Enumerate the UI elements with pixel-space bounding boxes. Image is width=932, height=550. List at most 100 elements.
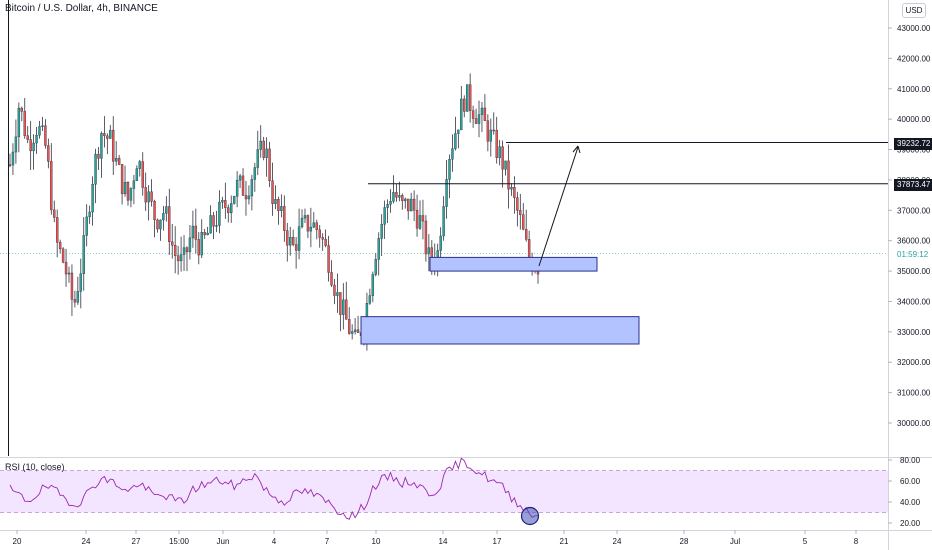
time-tick-label: Jun bbox=[217, 537, 230, 546]
candle-body bbox=[41, 125, 44, 127]
candle-body bbox=[424, 220, 428, 255]
candle-body bbox=[306, 215, 310, 232]
candle-body bbox=[463, 98, 466, 112]
candle-body bbox=[26, 135, 29, 140]
candle-body bbox=[294, 244, 298, 251]
axes: 30000.00 31000.00 32000.00 33000.00 34000.00… bbox=[13, 24, 931, 546]
candle-body bbox=[327, 245, 330, 273]
candle-body bbox=[495, 129, 498, 158]
candles bbox=[8, 73, 540, 351]
candle-body bbox=[88, 211, 91, 218]
candle-body bbox=[76, 291, 80, 303]
price-tick-label: 34000.00 bbox=[897, 297, 931, 306]
candle-body bbox=[129, 188, 133, 201]
candle-body bbox=[153, 201, 156, 221]
candle-body bbox=[241, 175, 245, 196]
candle-body bbox=[291, 236, 295, 245]
candle-body bbox=[203, 232, 206, 236]
candle-body bbox=[244, 195, 248, 200]
rsi-line bbox=[9, 457, 539, 520]
bar-countdown-tag: 01:59:12 bbox=[894, 249, 932, 261]
candle-body bbox=[17, 107, 21, 138]
candle-body bbox=[427, 247, 431, 255]
candle-body bbox=[448, 159, 451, 180]
currency-unit-button[interactable]: USD bbox=[902, 3, 926, 18]
candle-body bbox=[82, 235, 85, 274]
candle-body bbox=[8, 164, 12, 166]
level-tag-mid: 37873.47 bbox=[894, 179, 932, 191]
candle-body bbox=[85, 216, 88, 236]
candle-body bbox=[162, 213, 165, 221]
candle-body bbox=[345, 299, 348, 320]
candle-body bbox=[47, 145, 50, 162]
time-tick-label: 24 bbox=[82, 537, 91, 546]
candle-body bbox=[179, 254, 183, 262]
candle-body bbox=[342, 299, 345, 315]
candle-body bbox=[516, 197, 519, 211]
drawings[interactable] bbox=[0, 0, 888, 456]
price-tick-label: 35000.00 bbox=[897, 267, 931, 276]
candle-body bbox=[418, 215, 422, 229]
candle-body bbox=[262, 140, 265, 158]
candle-body bbox=[442, 206, 445, 237]
candle-body bbox=[312, 222, 316, 228]
candle-body bbox=[156, 219, 159, 230]
candle-body bbox=[191, 225, 195, 239]
price-tick-label: 43000.00 bbox=[897, 24, 931, 33]
time-tick-label: 14 bbox=[439, 537, 448, 546]
candle-body bbox=[185, 247, 189, 253]
time-tick-label: 10 bbox=[372, 537, 381, 546]
time-tick-label: 15:00 bbox=[169, 537, 190, 546]
candle-body bbox=[147, 191, 150, 203]
candle-body bbox=[300, 217, 304, 228]
candle-body bbox=[11, 151, 15, 166]
rsi-overbought-oversold-band bbox=[0, 470, 888, 513]
candle-body bbox=[374, 259, 377, 275]
candle-body bbox=[471, 110, 475, 119]
candle-body bbox=[247, 195, 251, 200]
candle-body bbox=[383, 207, 386, 225]
candle-body bbox=[451, 148, 454, 160]
candle-body bbox=[144, 187, 147, 203]
candle-body bbox=[50, 161, 53, 211]
candle-body bbox=[353, 329, 357, 332]
candle-body bbox=[527, 239, 531, 261]
demand-zone-upper bbox=[429, 256, 598, 272]
candle-body bbox=[64, 262, 68, 275]
price-tick-label: 36000.00 bbox=[897, 237, 931, 246]
candle-body bbox=[126, 182, 130, 201]
candle-body bbox=[466, 84, 469, 112]
candle-body bbox=[474, 118, 478, 124]
candle-body bbox=[289, 236, 292, 246]
candle-body bbox=[268, 148, 271, 182]
candle-body bbox=[73, 299, 77, 303]
candle-body bbox=[507, 160, 510, 190]
projection-arrow-line bbox=[538, 146, 579, 267]
candle-body bbox=[53, 209, 56, 218]
candle-body bbox=[55, 217, 59, 243]
time-tick-label: Jul bbox=[730, 537, 740, 546]
candle-body bbox=[401, 195, 404, 201]
candle-body bbox=[398, 195, 401, 198]
price-tick-label: 42000.00 bbox=[897, 54, 931, 63]
candle-body bbox=[333, 284, 336, 296]
candle-body bbox=[209, 215, 212, 234]
candle-body bbox=[407, 198, 410, 212]
candle-body bbox=[324, 238, 327, 246]
candle-body bbox=[321, 237, 324, 240]
candle-body bbox=[218, 201, 221, 226]
candle-body bbox=[194, 225, 198, 240]
candle-body bbox=[123, 182, 127, 195]
candle-body bbox=[141, 161, 144, 188]
candle-body bbox=[165, 206, 168, 214]
rsi-tick-label: 60.00 bbox=[900, 477, 921, 486]
candle-body bbox=[32, 142, 35, 152]
time-tick-label: 5 bbox=[803, 537, 808, 546]
candle-body bbox=[212, 215, 215, 227]
rsi-indicator-label[interactable]: RSI (10, close) bbox=[5, 462, 65, 472]
candle-body bbox=[94, 153, 97, 185]
candle-body bbox=[23, 111, 26, 136]
candle-body bbox=[256, 149, 259, 168]
candle-body bbox=[356, 329, 360, 333]
